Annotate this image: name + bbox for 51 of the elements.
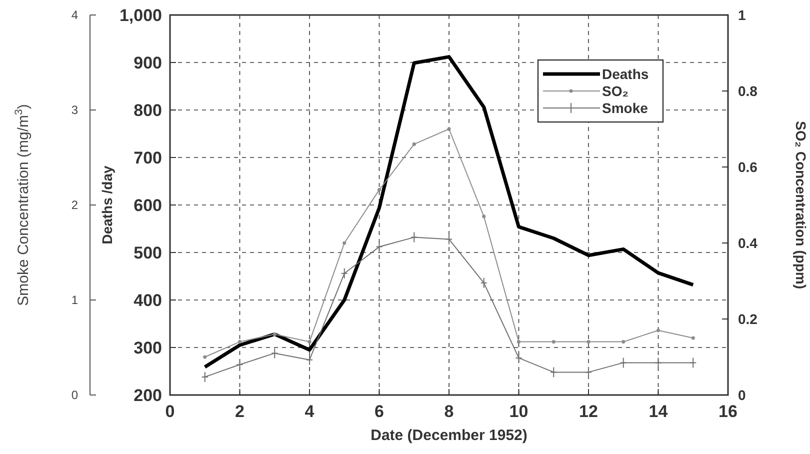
- y-tick-label: 500: [134, 243, 162, 262]
- x-tick-label: 0: [165, 402, 175, 421]
- point: [691, 336, 695, 340]
- y3-tick-label: 2: [71, 198, 78, 212]
- point: [203, 355, 207, 359]
- y-tick-label: 400: [134, 290, 162, 310]
- y-tick-label: 700: [134, 148, 162, 168]
- y2-tick-label: 0.8: [738, 82, 758, 99]
- y-axis-title: Deaths /day: [99, 165, 115, 244]
- legend-label: SO₂: [602, 82, 628, 99]
- point: [238, 340, 242, 344]
- y2-tick-label: 0.2: [738, 310, 758, 327]
- x-axis-title: Date (December 1952): [370, 427, 528, 444]
- y-tick-label: 800: [134, 100, 162, 120]
- line-series: [203, 55, 695, 369]
- point: [377, 188, 382, 192]
- point: [272, 332, 276, 336]
- y2-tick-label: 0.4: [738, 234, 758, 251]
- point: [516, 340, 521, 344]
- point: [552, 340, 556, 344]
- point: [482, 214, 486, 218]
- y2-tick-label: 0.6: [738, 158, 758, 175]
- y2-axis-title: SO₂ Concentration (ppm): [793, 121, 809, 289]
- point: [412, 142, 416, 146]
- legend-label: Deaths: [602, 66, 649, 82]
- point: [622, 340, 626, 344]
- x-tick-label: 14: [648, 402, 668, 421]
- y-tick-label: 600: [134, 196, 162, 215]
- y3-tick-label: 4: [71, 8, 78, 22]
- x-tick-label: 6: [374, 402, 384, 421]
- y3-tick-label: 1: [71, 293, 78, 308]
- x-tick-label: 12: [579, 402, 598, 421]
- y2-tick-label: 1: [738, 6, 746, 23]
- point: [656, 328, 660, 332]
- y-tick-label: 300: [134, 338, 162, 358]
- y3-tick-label: 0: [71, 388, 78, 402]
- point: [586, 340, 590, 344]
- y-tick-label: 1,000: [119, 6, 162, 25]
- point: [447, 127, 451, 131]
- x-tick-label: 4: [304, 402, 315, 421]
- x-tick-label: 8: [444, 402, 454, 421]
- y3-tick-label: 3: [71, 103, 78, 118]
- point: [342, 241, 346, 245]
- point: [308, 340, 312, 344]
- x-tick-label: 16: [718, 402, 738, 421]
- y-tick-label: 200: [134, 386, 162, 405]
- legend-label: Smoke: [602, 100, 648, 116]
- y-tick-label: 900: [134, 53, 162, 72]
- y2-tick-label: 0: [738, 386, 746, 403]
- x-tick-label: 2: [235, 402, 244, 421]
- x-tick-label: 10: [509, 402, 528, 421]
